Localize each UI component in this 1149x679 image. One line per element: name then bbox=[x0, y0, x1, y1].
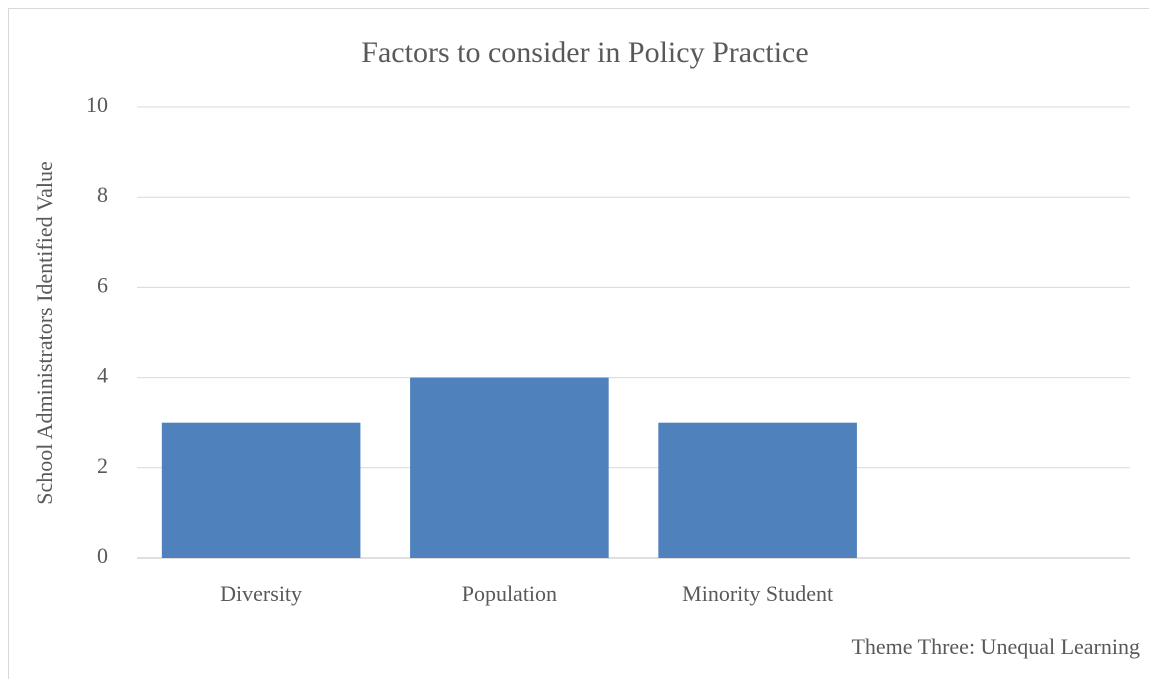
y-axis-label: School Administrators Identified Value bbox=[32, 161, 57, 505]
x-tick-label: Minority Student bbox=[682, 581, 833, 606]
x-axis-label: Theme Three: Unequal Learning bbox=[851, 634, 1140, 659]
y-tick-label: 4 bbox=[97, 363, 108, 388]
y-tick-label: 8 bbox=[97, 182, 108, 207]
bar bbox=[410, 377, 609, 558]
y-tick-label: 2 bbox=[97, 453, 108, 478]
y-tick-label: 6 bbox=[97, 272, 108, 297]
chart-border bbox=[8, 8, 1149, 679]
bar bbox=[161, 422, 361, 558]
y-tick-label: 0 bbox=[97, 543, 108, 568]
bar bbox=[658, 422, 857, 558]
x-tick-label: Diversity bbox=[220, 581, 302, 606]
chart-title: Factors to consider in Policy Practice bbox=[361, 36, 808, 69]
y-tick-label: 10 bbox=[86, 92, 108, 117]
x-tick-label: Population bbox=[462, 581, 557, 606]
